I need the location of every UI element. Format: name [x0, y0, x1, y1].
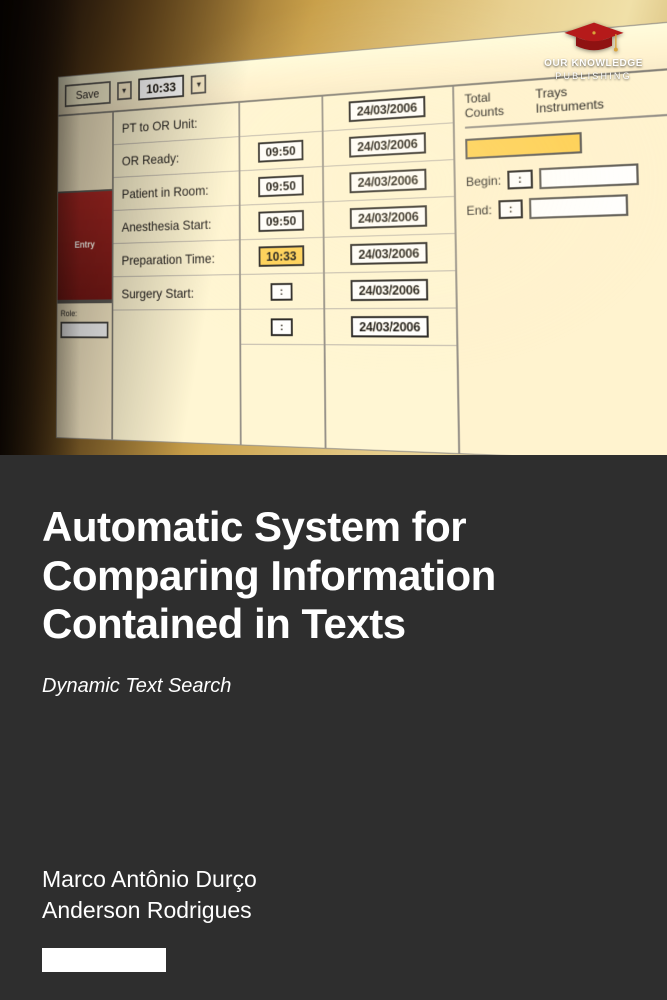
dates-column: 24/03/2006 24/03/2006 24/03/2006 24/03/2…	[323, 87, 460, 454]
right-panel: Total Counts Trays Instruments Begin: :	[454, 64, 667, 455]
date-field	[539, 163, 639, 189]
row-label: Preparation Time:	[113, 240, 239, 277]
end-label: End:	[466, 203, 492, 218]
authors-block: Marco Antônio Durço Anderson Rodrigues	[42, 864, 257, 926]
role-label: Role:	[61, 308, 109, 317]
publisher-name: OUR KNOWLEDGE	[544, 58, 643, 69]
row-label: Anesthesia Start:	[114, 206, 239, 244]
time-cell: :	[271, 282, 293, 300]
cover-text-block: Automatic System for Comparing Informati…	[0, 455, 667, 1000]
book-title: Automatic System for Comparing Informati…	[42, 503, 625, 649]
toolbar-clock: 10:33	[138, 75, 184, 101]
left-strip: Entry Role:	[57, 112, 114, 439]
author-name: Anderson Rodrigues	[42, 895, 257, 926]
row-label: Surgery Start:	[113, 275, 239, 311]
time-cell: 09:50	[259, 210, 304, 232]
date-cell: 24/03/2006	[349, 96, 425, 122]
time-cell: 09:50	[259, 175, 304, 197]
publisher-logo: OUR KNOWLEDGE PUBLISHING	[544, 20, 643, 81]
time-cell: 09:50	[258, 140, 303, 163]
dropdown-icon: ▾	[191, 75, 206, 95]
accent-bar	[42, 948, 166, 972]
time-cell-highlight: 10:33	[259, 245, 304, 267]
row-labels-column: PT to OR Unit: OR Ready: Patient in Room…	[113, 103, 242, 445]
right-header: Counts	[465, 104, 505, 121]
save-button: Save	[65, 81, 111, 107]
book-subtitle: Dynamic Text Search	[42, 675, 625, 698]
times-column: 09:50 09:50 09:50 10:33 : :	[240, 97, 326, 448]
date-cell: 24/03/2006	[349, 132, 425, 157]
date-cell: 24/03/2006	[350, 205, 426, 229]
publisher-sub: PUBLISHING	[555, 71, 632, 81]
date-cell: 24/03/2006	[351, 279, 428, 301]
begin-label: Begin:	[466, 173, 501, 189]
red-strip: Entry	[58, 189, 113, 301]
dropdown-icon: ▾	[117, 81, 132, 100]
row-label: Patient in Room:	[114, 171, 239, 211]
time-cell: :	[507, 170, 532, 190]
time-cell: :	[271, 318, 293, 336]
date-field	[529, 194, 628, 219]
role-field	[60, 321, 108, 338]
date-cell: 24/03/2006	[350, 169, 426, 194]
author-name: Marco Antônio Durço	[42, 864, 257, 895]
right-field-highlight	[465, 132, 582, 159]
date-cell: 24/03/2006	[351, 316, 428, 338]
red-strip-label: Entry	[74, 240, 94, 251]
time-cell: :	[498, 199, 523, 219]
date-cell: 24/03/2006	[351, 242, 428, 265]
graduation-cap-icon	[561, 20, 627, 56]
